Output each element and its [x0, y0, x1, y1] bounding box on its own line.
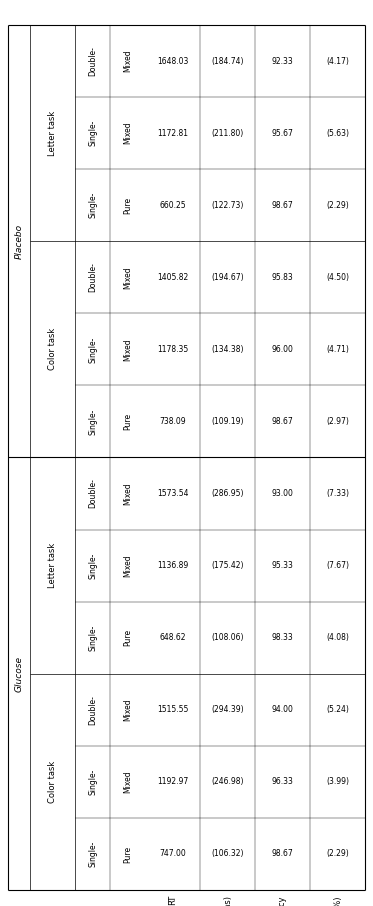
Text: (5.63): (5.63) — [326, 129, 349, 138]
Text: (2.97): (2.97) — [326, 417, 349, 426]
Text: (175.42): (175.42) — [211, 561, 244, 570]
Text: 98.67: 98.67 — [272, 850, 294, 859]
Text: Placebo: Placebo — [15, 224, 23, 259]
Text: Double-: Double- — [88, 478, 97, 508]
Text: Accuracy: Accuracy — [278, 895, 287, 906]
Text: 98.67: 98.67 — [272, 201, 294, 209]
Text: 96.33: 96.33 — [272, 777, 294, 786]
Text: (4.17): (4.17) — [326, 56, 349, 65]
Text: 1573.54: 1573.54 — [157, 489, 188, 498]
Text: Mixed: Mixed — [123, 50, 132, 72]
Text: (2.29): (2.29) — [326, 201, 349, 209]
Text: (106.32): (106.32) — [211, 850, 244, 859]
Text: Double-: Double- — [88, 695, 97, 725]
Text: Color task: Color task — [48, 761, 57, 803]
Text: Single-: Single- — [88, 336, 97, 362]
Text: Single-: Single- — [88, 624, 97, 651]
Text: (246.98): (246.98) — [211, 777, 244, 786]
Text: 1178.35: 1178.35 — [157, 345, 188, 354]
Text: (5.24): (5.24) — [326, 705, 349, 714]
Text: Single-: Single- — [88, 841, 97, 867]
Text: (108.06): (108.06) — [211, 633, 244, 642]
Text: (4.71): (4.71) — [326, 345, 349, 354]
Text: (7.67): (7.67) — [326, 561, 349, 570]
Text: 96.00: 96.00 — [272, 345, 294, 354]
Text: (211.80): (211.80) — [211, 129, 244, 138]
Text: (3.99): (3.99) — [326, 777, 349, 786]
Text: 1136.89: 1136.89 — [157, 561, 188, 570]
Text: 1405.82: 1405.82 — [157, 273, 188, 282]
Text: Pure: Pure — [123, 197, 132, 214]
Text: Single-: Single- — [88, 768, 97, 795]
Text: (194.67): (194.67) — [211, 273, 244, 282]
Text: Double-: Double- — [88, 263, 97, 293]
Text: 92.33: 92.33 — [272, 56, 294, 65]
Text: 738.09: 738.09 — [159, 417, 186, 426]
Text: Single-: Single- — [88, 120, 97, 146]
Text: (184.74): (184.74) — [211, 56, 244, 65]
Text: Single-: Single- — [88, 192, 97, 218]
Text: Pure: Pure — [123, 629, 132, 646]
Text: 648.62: 648.62 — [159, 633, 186, 642]
Text: Mixed: Mixed — [123, 482, 132, 505]
Text: Mixed: Mixed — [123, 554, 132, 577]
Text: (2.29): (2.29) — [326, 850, 349, 859]
Text: (4.50): (4.50) — [326, 273, 349, 282]
Text: Mixed: Mixed — [123, 121, 132, 144]
Text: (%): (%) — [333, 895, 342, 906]
Text: Pure: Pure — [123, 413, 132, 430]
Text: (286.95): (286.95) — [211, 489, 244, 498]
Text: 94.00: 94.00 — [272, 705, 294, 714]
Text: (4.08): (4.08) — [326, 633, 349, 642]
Text: 93.00: 93.00 — [272, 489, 294, 498]
Text: Glucose: Glucose — [15, 656, 23, 692]
Text: 1192.97: 1192.97 — [157, 777, 188, 786]
Text: 95.67: 95.67 — [272, 129, 294, 138]
Text: Mixed: Mixed — [123, 266, 132, 289]
Text: (7.33): (7.33) — [326, 489, 349, 498]
Text: Single-: Single- — [88, 553, 97, 579]
Text: RT: RT — [168, 895, 177, 905]
Text: (134.38): (134.38) — [211, 345, 244, 354]
Text: 95.83: 95.83 — [272, 273, 294, 282]
Text: (109.19): (109.19) — [211, 417, 244, 426]
Text: Pure: Pure — [123, 845, 132, 863]
Text: (294.39): (294.39) — [211, 705, 244, 714]
Text: Mixed: Mixed — [123, 338, 132, 361]
Text: (122.73): (122.73) — [211, 201, 244, 209]
Text: Mixed: Mixed — [123, 699, 132, 721]
Text: Single-: Single- — [88, 409, 97, 435]
Text: 1515.55: 1515.55 — [157, 705, 188, 714]
Text: Letter task: Letter task — [48, 111, 57, 156]
Text: (ms): (ms) — [223, 895, 232, 906]
Text: 1648.03: 1648.03 — [157, 56, 188, 65]
Text: 95.33: 95.33 — [272, 561, 294, 570]
Text: 98.33: 98.33 — [272, 633, 294, 642]
Text: Mixed: Mixed — [123, 771, 132, 793]
Text: Double-: Double- — [88, 46, 97, 76]
Text: 98.67: 98.67 — [272, 417, 294, 426]
Text: 1172.81: 1172.81 — [157, 129, 188, 138]
Text: 747.00: 747.00 — [159, 850, 186, 859]
Text: 660.25: 660.25 — [159, 201, 186, 209]
Text: Letter task: Letter task — [48, 543, 57, 588]
Text: Color task: Color task — [48, 328, 57, 371]
